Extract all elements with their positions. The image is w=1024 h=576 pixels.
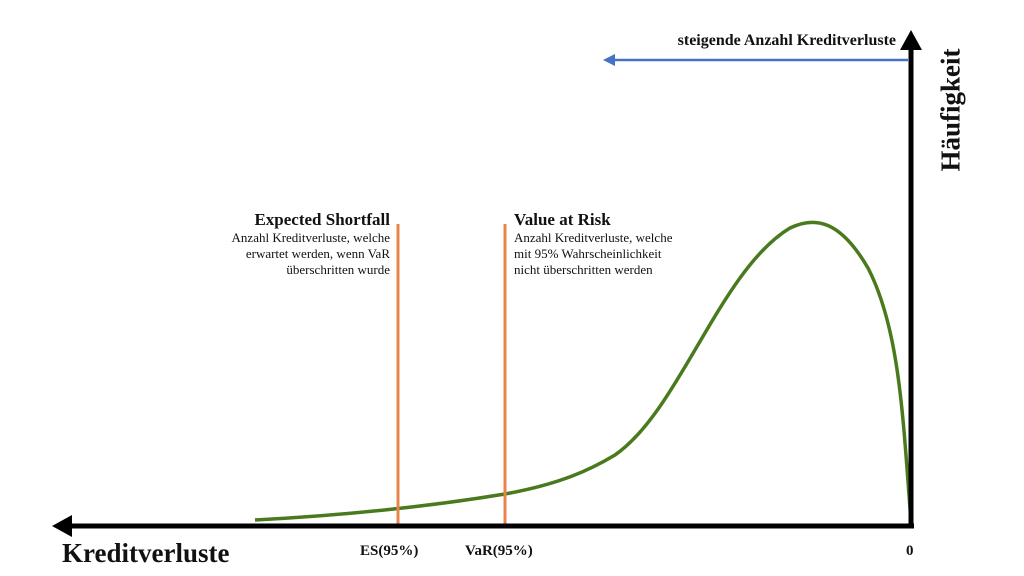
increasing-losses-label: steigende Anzahl Kreditverluste — [677, 32, 896, 49]
es-tick-label: ES(95%) — [360, 543, 419, 559]
expected-shortfall-description: Anzahl Kreditverluste, welche erwartet w… — [232, 230, 390, 278]
expected-shortfall-annotation: Expected Shortfall Anzahl Kreditverluste… — [232, 210, 390, 278]
es-description-line: Anzahl Kreditverluste, welche — [231, 230, 390, 245]
value-at-risk-annotation: Value at Risk Anzahl Kreditverluste, wel… — [514, 210, 672, 278]
es-description-line: erwartet werden, wenn VaR — [245, 246, 390, 261]
y-axis-label: Häufigkeit — [935, 48, 966, 172]
value-at-risk-title: Value at Risk — [514, 210, 611, 229]
x-axis-arrowhead — [52, 515, 72, 537]
x-axis-label: Kreditverluste — [62, 538, 230, 568]
var-description-line: nicht überschritten werden — [514, 262, 653, 277]
var-tick-label: VaR(95%) — [465, 543, 533, 559]
loss-density-curve — [254, 220, 913, 522]
increasing-losses-arrowhead — [603, 54, 615, 66]
es-description-line: überschritten wurde — [286, 262, 390, 277]
var-description-line: Anzahl Kreditverluste, welche — [514, 230, 673, 245]
y-axis-arrowhead — [900, 30, 922, 50]
var-description-line: mit 95% Wahrscheinlichkeit — [514, 246, 662, 261]
value-at-risk-description: Anzahl Kreditverluste, welche mit 95% Wa… — [514, 230, 672, 278]
expected-shortfall-title: Expected Shortfall — [254, 210, 390, 229]
origin-label: 0 — [906, 543, 914, 559]
